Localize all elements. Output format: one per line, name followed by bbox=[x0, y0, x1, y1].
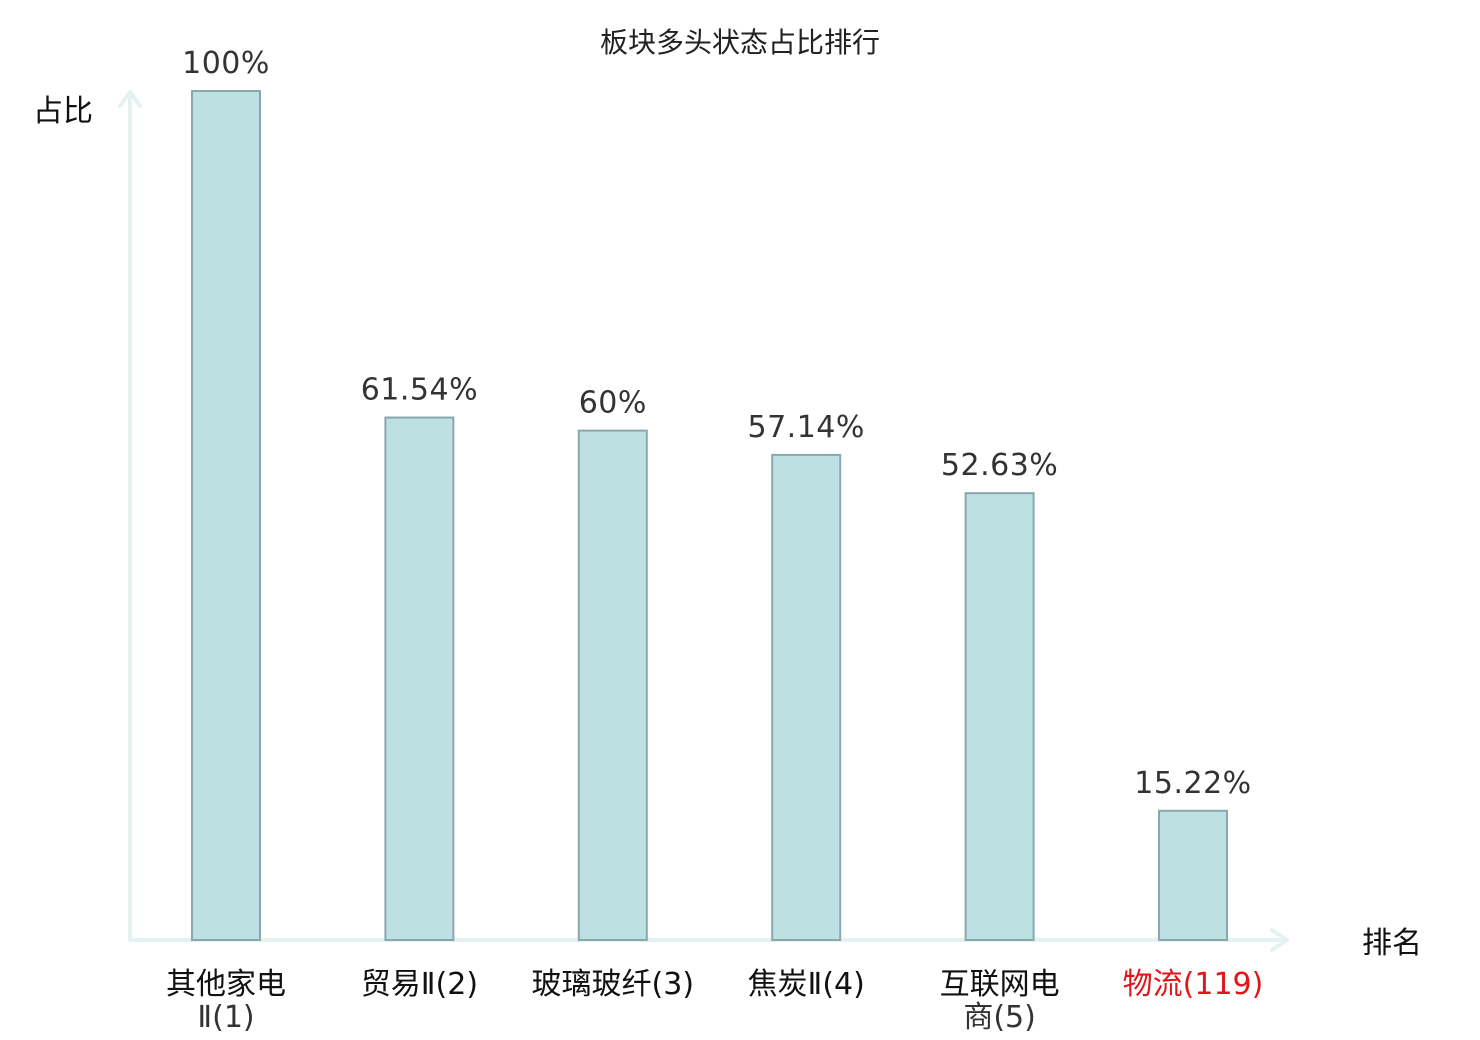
value-label-2: 61.54% bbox=[361, 373, 478, 408]
x-tick-label-line: 物流(119) bbox=[1123, 967, 1264, 1002]
bar-4 bbox=[771, 453, 842, 941]
bar-5 bbox=[964, 492, 1035, 941]
bar-6 bbox=[1158, 809, 1228, 942]
x-tick-label-line: 玻璃玻纤(3) bbox=[532, 967, 695, 1002]
x-tick-label-6: 物流(119) bbox=[1123, 967, 1264, 1002]
x-tick-label-line: 焦炭Ⅱ(4) bbox=[748, 967, 865, 1002]
y-axis-label: 占比 bbox=[33, 94, 93, 129]
x-axis-label: 排名 bbox=[1362, 926, 1422, 961]
x-tick-label-line: 商(5) bbox=[963, 1000, 1036, 1035]
x-tick-label-2: 贸易Ⅱ(2) bbox=[361, 967, 478, 1002]
x-tick-label-line: 其他家电 bbox=[166, 967, 286, 1002]
value-label-5: 52.63% bbox=[941, 448, 1058, 483]
y-axis-arrow bbox=[118, 90, 142, 108]
x-axis-arrow bbox=[1270, 928, 1289, 952]
x-tick-label-4: 焦炭Ⅱ(4) bbox=[748, 967, 865, 1002]
value-label-6: 15.22% bbox=[1134, 766, 1251, 801]
x-tick-label-line: 互联网电 bbox=[940, 967, 1060, 1002]
value-label-3: 60% bbox=[579, 386, 647, 421]
x-tick-label-line: Ⅱ(1) bbox=[197, 1000, 254, 1035]
value-label-1: 100% bbox=[182, 46, 270, 81]
chart-title: 板块多头状态占比排行 bbox=[600, 26, 880, 59]
value-labels-group: 100% 61.54% 60% 57.14% 52.63% 15.22% bbox=[182, 46, 1251, 801]
bar-2 bbox=[384, 416, 455, 941]
bars-group bbox=[191, 90, 1228, 942]
x-tick-label-3: 玻璃玻纤(3) bbox=[532, 967, 695, 1002]
bar-1 bbox=[191, 90, 261, 941]
x-tick-label-line: 贸易Ⅱ(2) bbox=[361, 967, 478, 1002]
value-label-4: 57.14% bbox=[748, 410, 865, 445]
bar-3 bbox=[577, 429, 648, 941]
